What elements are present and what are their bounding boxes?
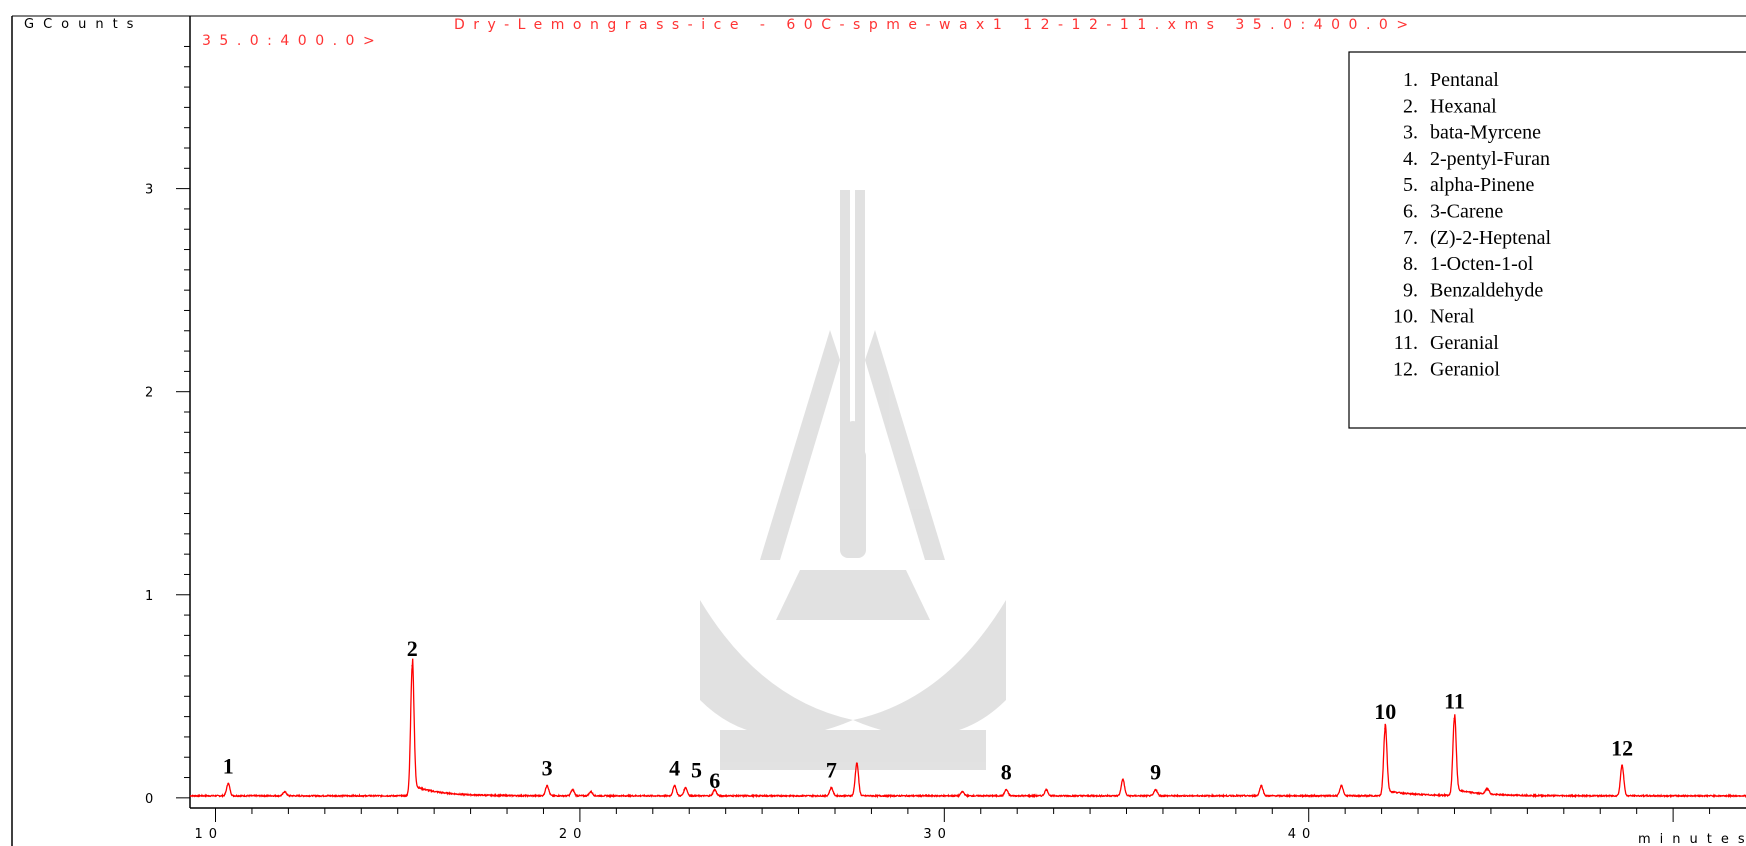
peak-point [1621,764,1624,767]
peak-label: 2 [407,636,418,661]
peak-point [546,784,549,787]
y-tick-label: 1 [145,589,159,604]
peak-label: 10 [1374,699,1396,724]
peak-point [713,788,716,791]
legend-items: 1. Pentanal 2. Hexanal 3. bata-Myrcene 4. 2-pen… [1393,69,1551,380]
peak-point [1384,727,1387,730]
y-tick-label: 2 [145,386,159,401]
y-tick-label: 0 [145,792,159,807]
legend-item-number: 5. [1403,174,1418,196]
peak-point [1486,788,1489,791]
chart-title: Dry-Lemongrass-ice - 60C-spme-wax1 12-12… [454,17,1417,33]
legend-item-name: Benzaldehyde [1430,279,1543,301]
legend-item-name: Hexanal [1430,95,1497,117]
peak-point [961,790,964,793]
peak-point [1453,717,1456,720]
legend-item-number: 10. [1393,306,1418,328]
peak-label: 8 [1001,760,1012,785]
peak-marks [227,664,1624,793]
peak-label: 7 [826,758,837,783]
legend-item-name: Geranial [1430,332,1499,354]
peak-point [589,790,592,793]
peak-label: 4 [669,756,680,781]
x-axis-label: minutes [1638,832,1746,846]
legend-item-number: 9. [1403,279,1418,301]
peak-point [283,790,286,793]
legend-item-number: 2. [1403,95,1418,117]
legend-item-number: 4. [1403,148,1418,170]
peak-point [411,664,414,667]
peak-point [1005,788,1008,791]
peak-point [855,762,858,765]
legend-item-number: 1. [1403,69,1418,91]
peak-point [673,784,676,787]
legend-item-number: 11. [1394,332,1418,354]
x-tick-label: 20 [559,827,588,842]
peak-label: 11 [1444,689,1465,714]
legend: 1. Pentanal 2. Hexanal 3. bata-Myrcene 4. 2-pen… [1348,51,1746,429]
peak-point [684,786,687,789]
peak-point [1121,778,1124,781]
y-tick-label: 3 [145,183,159,198]
peak-label: 6 [709,768,720,793]
x-tick-label: 10 [195,827,224,842]
peak-point [1260,784,1263,787]
peak-point [1154,788,1157,791]
peak-point [830,786,833,789]
legend-item-name: 3-Carene [1430,201,1503,223]
peak-point [571,788,574,791]
peak-point [1045,788,1048,791]
legend-item-name: 1-Octen-1-ol [1430,253,1534,275]
x-tick-label: 40 [1288,827,1317,842]
legend-item-number: 8. [1403,253,1418,275]
y-axis-unit-label: GCounts [24,17,142,32]
x-tick-label: 30 [923,827,952,842]
legend-item-name: 2-pentyl-Furan [1430,148,1550,170]
peak-label: 5 [691,758,702,783]
peak-label: 3 [542,756,553,781]
legend-item-number: 6. [1403,201,1418,223]
legend-item-number: 12. [1393,358,1418,380]
legend-item-number: 3. [1403,122,1418,144]
chromatogram-trace [189,658,1746,799]
legend-item-number: 7. [1403,227,1418,249]
legend-item-name: bata-Myrcene [1430,122,1541,144]
watermark-logo [700,190,1006,770]
legend-item-name: alpha-Pinene [1430,174,1535,196]
peak-point [227,782,230,785]
chart-subtitle: 35.0:400.0> [202,33,383,49]
legend-item-name: (Z)-2-Heptenal [1430,227,1551,249]
axis-tick-labels: 0 1 2 3 10 20 30 40 [145,183,1317,842]
legend-item-name: Geraniol [1430,358,1500,380]
legend-item-name: Pentanal [1430,69,1499,91]
axis-ticks [176,45,1711,822]
peak-label: 1 [223,754,234,779]
legend-box [1348,51,1746,429]
peak-point [1340,784,1343,787]
legend-item-name: Neral [1430,306,1475,328]
peak-label: 9 [1150,760,1161,785]
peak-label: 12 [1611,735,1633,760]
